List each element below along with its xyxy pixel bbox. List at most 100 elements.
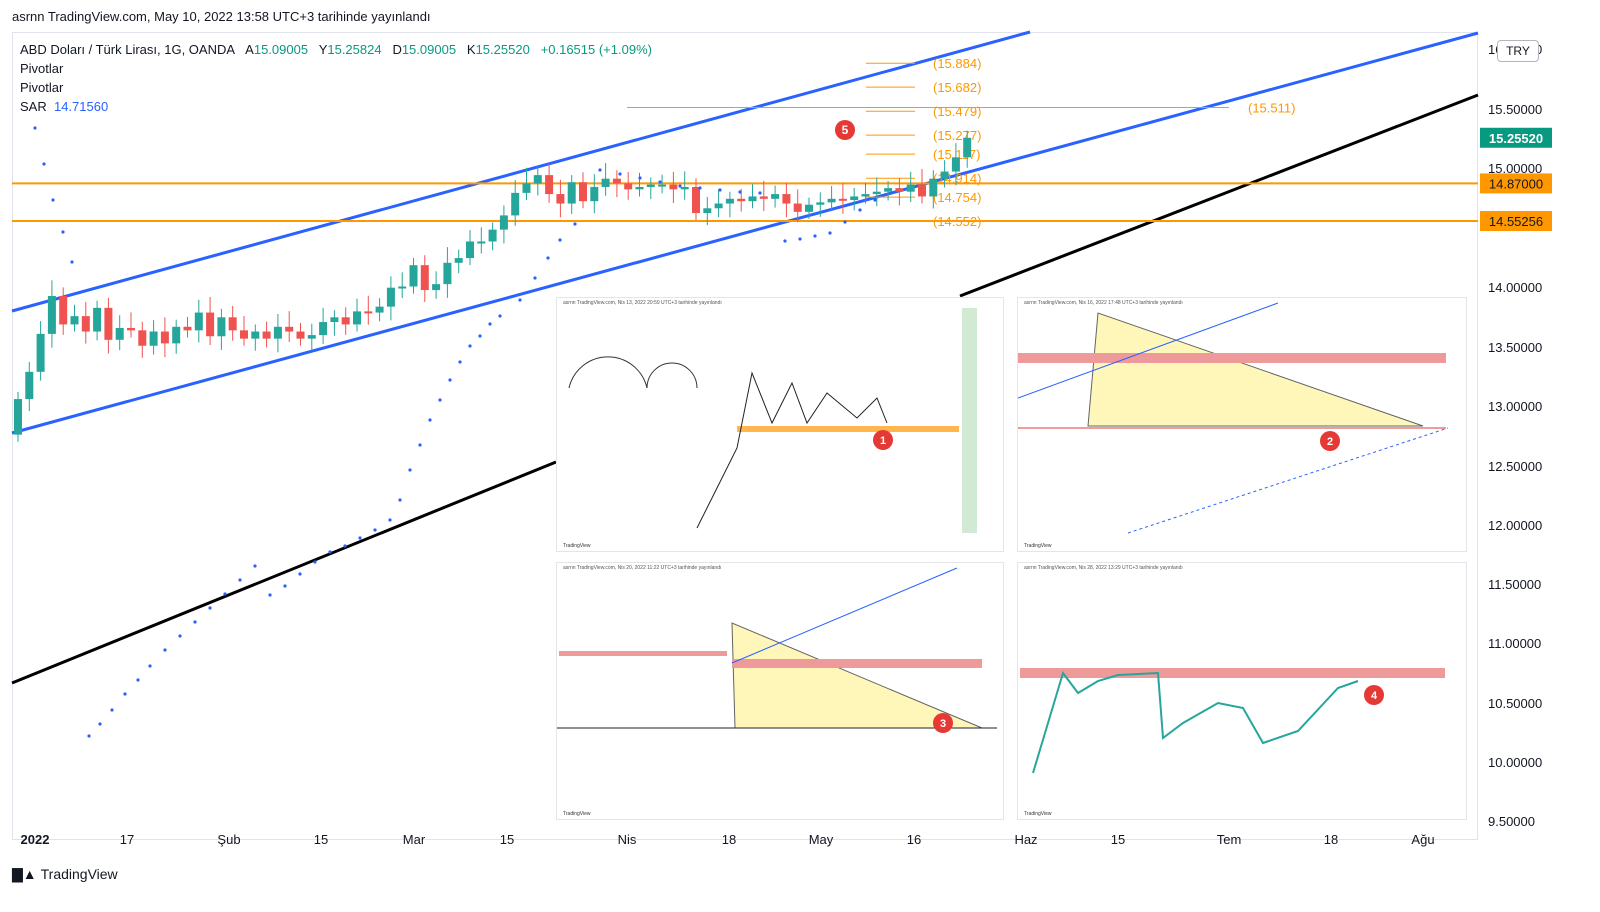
candle-body [172,326,181,344]
y-tick-label: 11.50000 [1488,577,1541,592]
trend-line-upper [959,93,1479,298]
candle-body [771,194,780,199]
level-price-tag [1480,211,1552,232]
sar-dot [618,172,622,176]
candle-body [160,331,169,344]
x-tick-label: 15 [1111,832,1125,847]
sar-dot [518,298,522,302]
candle-body [420,265,429,291]
sar-dot [283,584,287,588]
sar-dot [533,276,537,280]
x-tick-label: 17 [120,832,134,847]
candle-body [115,327,124,340]
sar-dot [70,260,74,264]
candle-body [624,183,633,190]
candle-body [443,262,452,285]
level-price-tag [1480,173,1552,194]
candle-body [748,196,757,202]
candle-body [545,175,554,195]
level-price-label: 14.55256 [1489,214,1543,229]
sar-dot [598,168,602,172]
sar-dot [313,560,317,564]
candle-body [951,157,960,172]
candle-body [884,188,893,192]
sar-dot [298,572,302,576]
candle-body [816,202,825,205]
candle-body [251,331,260,339]
candle-body [341,317,350,325]
currency-button[interactable]: TRY [1497,40,1539,62]
close-value: 15.25520 [475,42,530,57]
legend-ohlc-row[interactable]: ABD Doları / Türk Lirası, 1G, OANDA A 15.… [20,40,652,59]
indicator-pivots-1[interactable]: Pivotlar [20,61,64,76]
candle-body [782,194,791,204]
candle-body [149,331,158,346]
candle-body [918,184,926,197]
sar-dot [418,443,422,447]
candle-body [206,312,215,337]
indicator-pivots-2[interactable]: Pivotlar [20,80,64,95]
open-label: A [245,42,254,57]
sar-dot [328,550,332,554]
candle-body [432,284,441,291]
candle-body [725,198,734,204]
candle-body [827,198,836,203]
candle-body [330,317,339,323]
candle-body [567,182,576,204]
candle-body [793,203,802,212]
sar-value: 14.71560 [53,99,109,114]
candle-body [929,178,938,197]
x-tick-label: 15 [314,832,328,847]
last-price-label: 15.25520 [1489,131,1543,146]
inset-chart-1: asrnn TradingView.com, Nis 13, 2022 20:5… [556,297,1004,552]
candle-body [386,287,395,307]
tradingview-logo[interactable]: ▇▲ TradingView [12,866,118,883]
sar-dot [136,678,140,682]
sar-dot [178,634,182,638]
sar-dot [698,186,702,190]
candle-body [488,229,497,242]
inset-2-logo: TradingView [1024,543,1052,549]
numbered-marker-2-label: 2 [1327,436,1333,448]
last-price-tag [1480,127,1552,148]
candle-body [59,295,68,325]
candle-body [262,331,271,339]
pivot-label: (15.479) [933,104,981,119]
y-tick-label: 13.00000 [1488,399,1542,414]
high-label: Y [318,42,328,57]
sar-dot [373,528,377,532]
sar-dot [478,334,482,338]
candle-body [737,198,746,202]
candle-body [669,184,678,190]
sar-dot [488,322,492,326]
sar-dot [123,692,127,696]
indicator-sar[interactable]: SAR 14.71560 [20,97,652,116]
sar-dot [428,418,432,422]
high-value: 15.25824 [327,42,382,57]
channel-lower-line [11,31,1479,435]
x-tick-label: 18 [722,832,736,847]
sar-dot [438,398,442,402]
candle-body [895,188,904,192]
candle-body [36,333,45,372]
candle-body [364,311,373,314]
sar-dot [163,648,167,652]
sar-dot [783,239,787,243]
sar-dot [110,708,114,712]
symbol-label[interactable]: ABD Doları / Türk Lirası, 1G, OANDA [20,42,236,57]
candle-body [940,171,949,179]
inset-3-channel-line [731,567,958,664]
candle-body [127,327,135,331]
inset-2-triangle [1087,312,1424,427]
pivot-label: (14.552) [933,214,981,229]
sar-dot [468,344,472,348]
candle-body [353,311,361,325]
sar-dot [208,606,212,610]
sar-dot [388,518,392,522]
candle-body [511,192,520,216]
candle-body [499,215,508,230]
x-tick-label: 15 [500,832,514,847]
channel-upper-line [11,30,1031,313]
sar-dot [828,231,832,235]
